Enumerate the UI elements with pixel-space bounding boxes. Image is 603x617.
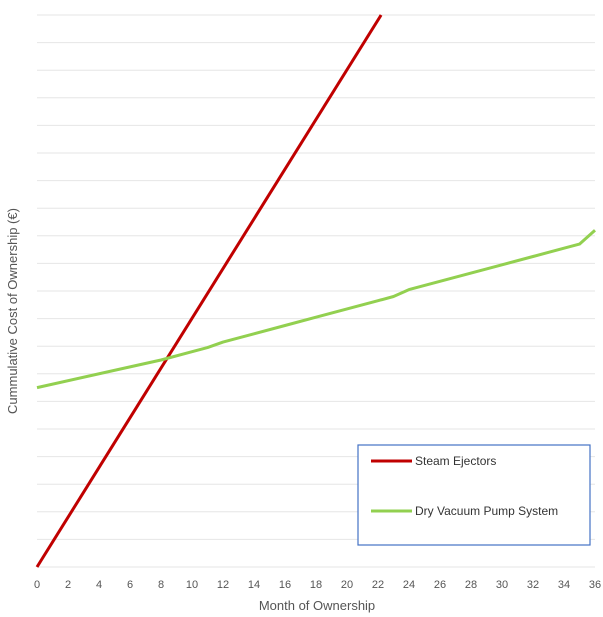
x-tick-label: 20 [341,579,353,591]
x-tick-label: 8 [158,579,164,591]
series-layer [35,14,596,568]
x-tick-label: 18 [310,579,322,591]
gridlines [37,14,595,568]
x-axis-title: Month of Ownership [259,598,375,613]
y-axis-title: Cummulative Cost of Ownership (€) [5,208,20,414]
x-tick-label: 12 [217,579,229,591]
x-tick-label: 32 [527,579,539,591]
x-tick-label: 10 [186,579,198,591]
x-tick-label: 26 [434,579,446,591]
x-tick-label: 34 [558,579,570,591]
x-tick-label: 30 [496,579,508,591]
x-tick-label: 16 [279,579,291,591]
x-tick-label: 2 [65,579,71,591]
x-tick-label: 14 [248,579,260,591]
legend-label-dry-vacuum-pump-system: Dry Vacuum Pump System [415,504,558,518]
x-tick-label: 4 [96,579,102,591]
x-tick-label: 22 [372,579,384,591]
x-tick-label: 24 [403,579,415,591]
legend-label-steam-ejectors: Steam Ejectors [415,454,496,468]
x-tick-label: 36 [589,579,601,591]
series-line-dry-vacuum-pump-system [36,229,596,390]
legend: Steam Ejectors Dry Vacuum Pump System [357,444,591,546]
x-tick-label: 6 [127,579,133,591]
x-tick-label: 0 [34,579,40,591]
x-tick-labels: 0 2 4 6 8 10 12 14 16 18 20 22 24 26 28 30 32 34 36 [34,579,601,591]
series-line-steam-ejectors [35,14,383,568]
x-tick-label: 28 [465,579,477,591]
